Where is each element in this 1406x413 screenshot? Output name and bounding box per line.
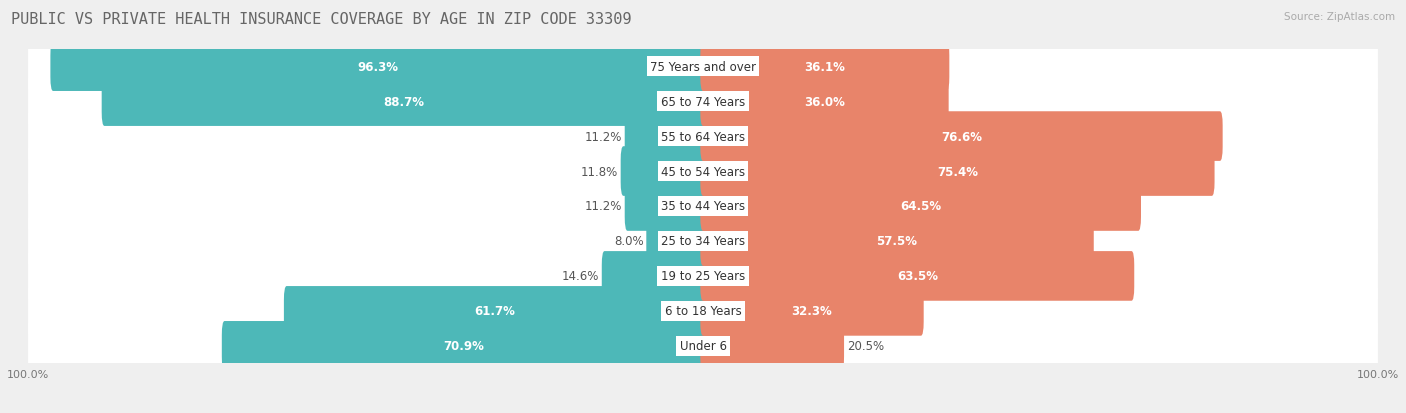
Text: 19 to 25 Years: 19 to 25 Years xyxy=(661,270,745,283)
FancyBboxPatch shape xyxy=(700,147,1215,197)
Text: Source: ZipAtlas.com: Source: ZipAtlas.com xyxy=(1284,12,1395,22)
FancyBboxPatch shape xyxy=(28,75,1378,129)
Text: 14.6%: 14.6% xyxy=(561,270,599,283)
Text: 11.8%: 11.8% xyxy=(581,165,619,178)
Text: 45 to 54 Years: 45 to 54 Years xyxy=(661,165,745,178)
Text: PUBLIC VS PRIVATE HEALTH INSURANCE COVERAGE BY AGE IN ZIP CODE 33309: PUBLIC VS PRIVATE HEALTH INSURANCE COVER… xyxy=(11,12,631,27)
FancyBboxPatch shape xyxy=(28,249,1378,304)
Text: 8.0%: 8.0% xyxy=(614,235,644,248)
FancyBboxPatch shape xyxy=(51,42,706,92)
Text: 6 to 18 Years: 6 to 18 Years xyxy=(665,305,741,318)
FancyBboxPatch shape xyxy=(28,179,1378,234)
Text: 25 to 34 Years: 25 to 34 Years xyxy=(661,235,745,248)
FancyBboxPatch shape xyxy=(700,321,844,371)
FancyBboxPatch shape xyxy=(700,77,949,127)
Text: 64.5%: 64.5% xyxy=(900,200,941,213)
Text: Under 6: Under 6 xyxy=(679,339,727,352)
FancyBboxPatch shape xyxy=(222,321,706,371)
FancyBboxPatch shape xyxy=(28,319,1378,373)
Text: 70.9%: 70.9% xyxy=(443,339,484,352)
FancyBboxPatch shape xyxy=(620,147,706,197)
FancyBboxPatch shape xyxy=(700,252,1135,301)
Text: 20.5%: 20.5% xyxy=(846,339,884,352)
Text: 96.3%: 96.3% xyxy=(357,61,398,74)
Text: 75 Years and over: 75 Years and over xyxy=(650,61,756,74)
FancyBboxPatch shape xyxy=(624,182,706,231)
FancyBboxPatch shape xyxy=(284,286,706,336)
Text: 11.2%: 11.2% xyxy=(585,200,621,213)
Text: 88.7%: 88.7% xyxy=(384,95,425,108)
Text: 35 to 44 Years: 35 to 44 Years xyxy=(661,200,745,213)
Text: 63.5%: 63.5% xyxy=(897,270,938,283)
FancyBboxPatch shape xyxy=(647,216,706,266)
Text: 55 to 64 Years: 55 to 64 Years xyxy=(661,130,745,143)
FancyBboxPatch shape xyxy=(602,252,706,301)
FancyBboxPatch shape xyxy=(700,42,949,92)
FancyBboxPatch shape xyxy=(28,109,1378,164)
FancyBboxPatch shape xyxy=(700,216,1094,266)
FancyBboxPatch shape xyxy=(28,214,1378,268)
Text: 76.6%: 76.6% xyxy=(941,130,981,143)
Text: 75.4%: 75.4% xyxy=(936,165,979,178)
FancyBboxPatch shape xyxy=(700,182,1142,231)
Text: 57.5%: 57.5% xyxy=(876,235,918,248)
Text: 65 to 74 Years: 65 to 74 Years xyxy=(661,95,745,108)
FancyBboxPatch shape xyxy=(700,112,1223,161)
Text: 61.7%: 61.7% xyxy=(474,305,515,318)
FancyBboxPatch shape xyxy=(28,40,1378,94)
Text: 11.2%: 11.2% xyxy=(585,130,621,143)
Text: 32.3%: 32.3% xyxy=(792,305,832,318)
Text: 36.1%: 36.1% xyxy=(804,61,845,74)
FancyBboxPatch shape xyxy=(101,77,706,127)
Text: 36.0%: 36.0% xyxy=(804,95,845,108)
FancyBboxPatch shape xyxy=(28,284,1378,338)
FancyBboxPatch shape xyxy=(624,112,706,161)
FancyBboxPatch shape xyxy=(28,145,1378,199)
FancyBboxPatch shape xyxy=(700,286,924,336)
